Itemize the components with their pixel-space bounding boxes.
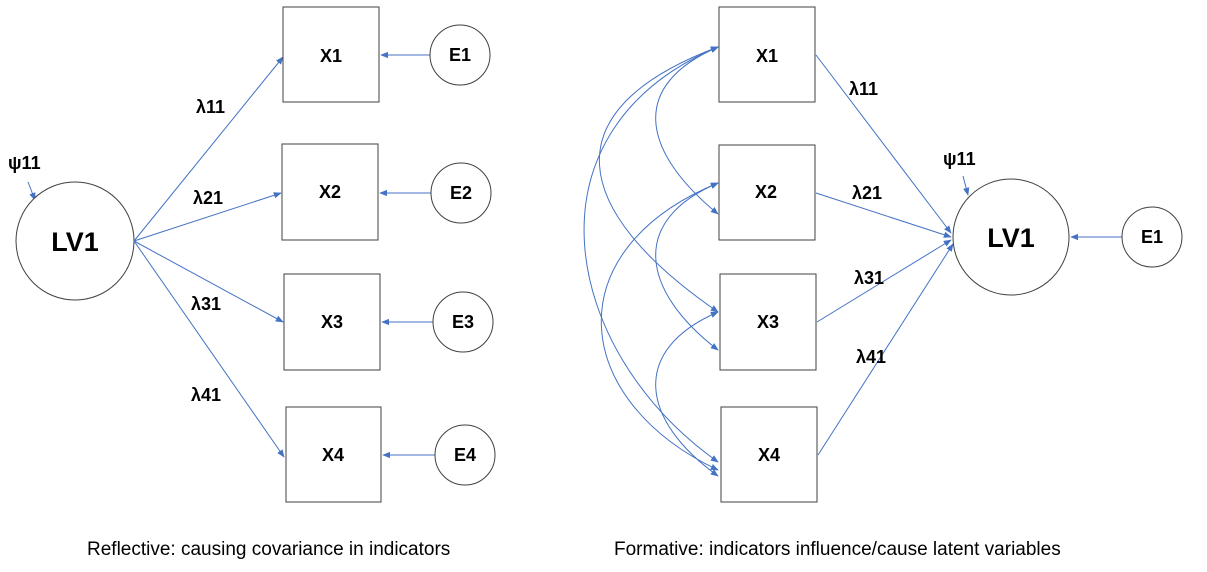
formative-caption: Formative: indicators influence/cause la… bbox=[614, 539, 1061, 560]
reflective-loading-arrow-2 bbox=[133, 192, 282, 242]
formative-covariance-x1-x4 bbox=[583, 46, 719, 463]
formative-error-circle bbox=[1121, 206, 1183, 268]
reflective-indicator-box-3 bbox=[283, 273, 381, 371]
formative-weight-arrow-2 bbox=[815, 192, 952, 238]
formative-weight-label-4: λ41 bbox=[856, 347, 886, 367]
formative-weight-label-2: λ21 bbox=[852, 183, 882, 203]
formative-indicator-label-4: X4 bbox=[758, 445, 780, 465]
formative-psi-label: ψ11 bbox=[943, 149, 976, 169]
reflective-psi-arrow bbox=[27, 181, 36, 201]
reflective-error-label-4: E4 bbox=[454, 445, 476, 465]
reflective-error-circle-3 bbox=[432, 291, 494, 353]
formative-weight-arrow-3 bbox=[816, 239, 952, 323]
reflective-caption: Reflective: causing covariance in indica… bbox=[87, 539, 450, 560]
formative-indicator-box-3 bbox=[719, 273, 817, 371]
formative-covariance-x1-x2 bbox=[655, 46, 719, 215]
reflective-indicator-box-4 bbox=[285, 406, 382, 503]
reflective-loading-arrow-4 bbox=[133, 240, 285, 458]
reflective-loading-label-4: λ41 bbox=[191, 385, 221, 405]
reflective-error-label-1: E1 bbox=[449, 45, 471, 65]
formative-indicator-label-3: X3 bbox=[757, 312, 779, 332]
formative-indicator-box-4 bbox=[720, 406, 818, 503]
reflective-error-label-2: E2 bbox=[450, 183, 472, 203]
formative-covariance-x3-x4 bbox=[655, 311, 719, 477]
reflective-error-label-3: E3 bbox=[452, 312, 474, 332]
reflective-indicator-label-4: X4 bbox=[322, 445, 344, 465]
formative-psi-arrow bbox=[962, 175, 970, 196]
reflective-indicator-label-2: X2 bbox=[319, 182, 341, 202]
reflective-loading-label-2: λ21 bbox=[193, 188, 223, 208]
reflective-indicator-box-2 bbox=[281, 143, 379, 241]
formative-weight-arrow-1 bbox=[815, 54, 952, 234]
reflective-loading-label-1: λ11 bbox=[196, 97, 225, 117]
formative-indicator-label-1: X1 bbox=[756, 46, 778, 66]
formative-indicator-box-1 bbox=[718, 6, 816, 103]
formative-weight-label-1: λ11 bbox=[849, 79, 878, 99]
formative-covariance-x2-x4 bbox=[600, 182, 719, 471]
reflective-error-circle-1 bbox=[429, 24, 491, 86]
reflective-indicator-box-1 bbox=[282, 6, 380, 103]
formative-weight-label-3: λ31 bbox=[854, 268, 884, 288]
reflective-error-circle-4 bbox=[434, 424, 496, 486]
formative-covariance-x2-x3 bbox=[655, 182, 719, 351]
formative-weight-arrow-4 bbox=[817, 243, 954, 456]
formative-covariance-x1-x3 bbox=[599, 46, 719, 313]
formative-latent-circle bbox=[952, 178, 1070, 296]
reflective-error-circle-2 bbox=[430, 162, 492, 224]
reflective-loading-label-3: λ31 bbox=[191, 294, 221, 314]
formative-indicator-box-2 bbox=[718, 144, 816, 241]
formative-model: X1 X2 X3 X4 λ11 λ21 λ31 λ41 ψ11 LV1 E1 F… bbox=[583, 6, 1183, 560]
formative-error-label: E1 bbox=[1141, 227, 1163, 247]
reflective-psi-label: ψ11 bbox=[8, 153, 41, 173]
reflective-indicator-label-1: X1 bbox=[320, 46, 342, 66]
reflective-indicator-label-3: X3 bbox=[321, 312, 343, 332]
reflective-loading-arrow-1 bbox=[133, 56, 284, 242]
reflective-model: ψ11 LV1 λ11 λ21 λ31 λ41 X1 X2 X3 X4 E1 bbox=[8, 6, 496, 560]
formative-latent-label: LV1 bbox=[987, 223, 1035, 253]
formative-indicator-label-2: X2 bbox=[755, 182, 777, 202]
reflective-latent-label: LV1 bbox=[51, 227, 99, 257]
reflective-loading-arrow-3 bbox=[133, 240, 284, 323]
